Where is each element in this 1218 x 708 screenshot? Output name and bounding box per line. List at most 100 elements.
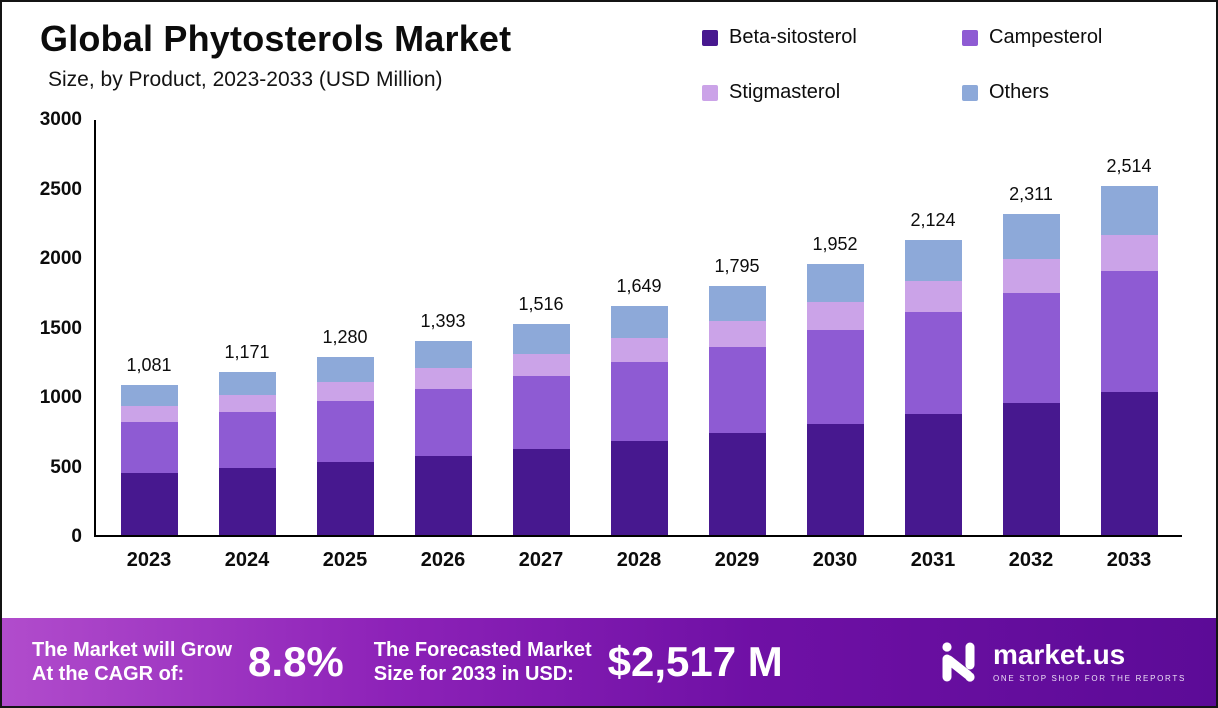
bar-column: 2,514 bbox=[1100, 155, 1158, 535]
bar-total-label: 1,649 bbox=[616, 275, 662, 296]
bar-segment-others bbox=[218, 372, 276, 396]
market-us-logo-icon bbox=[942, 642, 975, 682]
brand-tagline: ONE STOP SHOP FOR THE REPORTS bbox=[992, 674, 1186, 683]
bar-segment-others bbox=[708, 285, 766, 321]
bar-segment-others bbox=[806, 263, 864, 302]
bar-stack bbox=[218, 372, 276, 535]
bar-segment-others bbox=[610, 305, 668, 338]
bar-column: 1,516 bbox=[512, 294, 570, 535]
cagr-value: 8.8% bbox=[248, 638, 344, 685]
y-tick-label: 2500 bbox=[39, 178, 82, 200]
bar-stack bbox=[1100, 185, 1158, 535]
bar-stack bbox=[120, 384, 178, 535]
y-axis: 0 500 1000 1500 2000 2500 3000 bbox=[28, 109, 94, 547]
bar-column: 2,311 bbox=[1002, 184, 1060, 535]
market-us-logo: market.us ONE STOP SHOP FOR THE REPORTS bbox=[939, 640, 1186, 684]
bar-total-label: 2,514 bbox=[1106, 155, 1152, 176]
x-axis-label: 2032 bbox=[1008, 549, 1054, 571]
x-axis-label: 2023 bbox=[126, 549, 172, 571]
logo-text: market.us ONE STOP SHOP FOR THE REPORTS bbox=[992, 639, 1186, 684]
bar-segment-stigmasterol bbox=[806, 301, 864, 331]
bar-total-label: 1,081 bbox=[126, 354, 172, 375]
legend-item: Others bbox=[962, 81, 1172, 104]
forecast-label-line2: Size for 2033 in USD: bbox=[373, 663, 574, 685]
bar-segment-beta-sitosterol bbox=[120, 473, 178, 535]
bar-segment-campesterol bbox=[512, 375, 570, 449]
x-axis-label: 2024 bbox=[224, 549, 270, 571]
bar-segment-stigmasterol bbox=[1002, 258, 1060, 293]
bar-segment-campesterol bbox=[120, 421, 178, 474]
bar-segment-campesterol bbox=[218, 412, 276, 469]
bar-segment-beta-sitosterol bbox=[904, 413, 962, 535]
y-tick-label: 2000 bbox=[39, 248, 82, 269]
cagr-label-line1: The Market will Grow bbox=[32, 638, 233, 661]
y-tick-label: 1000 bbox=[39, 387, 82, 408]
bar-column: 1,280 bbox=[316, 327, 374, 535]
y-tick-label: 0 bbox=[71, 526, 82, 547]
legend-item: Campesterol bbox=[962, 26, 1172, 49]
legend-label: Others bbox=[989, 81, 1050, 103]
plot-wrap: 0 500 1000 1500 2000 2500 3000 1,081 1,171 1,280… bbox=[28, 109, 1182, 547]
bar-column: 1,649 bbox=[610, 275, 668, 535]
bar-segment-others bbox=[316, 357, 374, 383]
bar-segment-beta-sitosterol bbox=[610, 441, 668, 535]
bar-segment-others bbox=[1002, 213, 1060, 259]
bar-stack bbox=[414, 341, 472, 535]
bar-column: 1,171 bbox=[218, 342, 276, 535]
chart-legend: Beta-sitosterol Campesterol Stigmasterol Ot… bbox=[702, 26, 1172, 104]
bar-segment-others bbox=[120, 384, 178, 406]
forecast-label-line1: The Forecasted Market bbox=[373, 638, 592, 661]
bar-total-label: 1,516 bbox=[518, 294, 564, 315]
x-axis-label: 2031 bbox=[910, 549, 956, 571]
bar-segment-others bbox=[512, 324, 570, 354]
legend-label: Stigmasterol bbox=[729, 81, 841, 103]
bar-stack bbox=[316, 357, 374, 535]
legend-label: Beta-sitosterol bbox=[729, 26, 857, 48]
chart-subtitle: Size, by Product, 2023-2033 (USD Million… bbox=[48, 68, 443, 91]
legend-item: Beta-sitosterol bbox=[702, 26, 962, 49]
y-tick-label: 3000 bbox=[39, 109, 82, 130]
bar-column: 1,795 bbox=[708, 256, 766, 535]
forecast-label: The Forecasted Market Size for 2033 in U… bbox=[374, 638, 592, 687]
bar-segment-stigmasterol bbox=[316, 382, 374, 401]
bar-total-label: 2,124 bbox=[910, 209, 956, 230]
bar-segment-beta-sitosterol bbox=[1100, 391, 1158, 535]
brand-name: market.us bbox=[992, 639, 1126, 670]
bar-stack bbox=[904, 239, 962, 535]
bar-segment-beta-sitosterol bbox=[806, 423, 864, 535]
legend-label: Campesterol bbox=[989, 26, 1103, 48]
bar-segment-campesterol bbox=[316, 400, 374, 462]
bar-segment-stigmasterol bbox=[1100, 234, 1158, 272]
bar-segment-beta-sitosterol bbox=[218, 468, 276, 535]
x-axis-label: 2026 bbox=[420, 549, 466, 571]
bar-column: 1,952 bbox=[806, 234, 864, 535]
bar-segment-stigmasterol bbox=[610, 337, 668, 362]
bar-segment-stigmasterol bbox=[120, 405, 178, 422]
legend-swatch bbox=[962, 84, 978, 101]
chart-area: 0 500 1000 1500 2000 2500 3000 1,081 1,171 1,280… bbox=[28, 109, 1182, 572]
bar-segment-others bbox=[1100, 185, 1158, 235]
x-axis-label: 2030 bbox=[812, 549, 858, 571]
bar-total-label: 1,280 bbox=[322, 327, 368, 348]
bar-segment-stigmasterol bbox=[904, 281, 962, 313]
bar-segment-beta-sitosterol bbox=[708, 432, 766, 535]
bar-segment-beta-sitosterol bbox=[414, 455, 472, 535]
bar-segment-stigmasterol bbox=[218, 395, 276, 413]
bar-stack bbox=[512, 324, 570, 535]
bars-container: 1,081 1,171 1,280 1,393 1,516 1,649 1,795 1,952… bbox=[96, 120, 1182, 535]
bar-segment-campesterol bbox=[1100, 271, 1158, 392]
chart-header: Global Phytosterols Market Size, by Prod… bbox=[2, 2, 1216, 108]
bar-stack bbox=[610, 305, 668, 535]
legend-swatch bbox=[702, 84, 718, 101]
bar-segment-stigmasterol bbox=[512, 353, 570, 376]
bar-segment-campesterol bbox=[806, 330, 864, 424]
bar-column: 2,124 bbox=[904, 209, 962, 535]
bar-column: 1,081 bbox=[120, 354, 178, 535]
y-tick-label: 1500 bbox=[39, 317, 82, 339]
bar-total-label: 1,171 bbox=[224, 342, 270, 363]
bar-segment-others bbox=[414, 341, 472, 369]
y-tick-label: 500 bbox=[50, 456, 82, 478]
bar-stack bbox=[708, 285, 766, 535]
bar-segment-stigmasterol bbox=[708, 320, 766, 347]
bar-stack bbox=[806, 263, 864, 535]
